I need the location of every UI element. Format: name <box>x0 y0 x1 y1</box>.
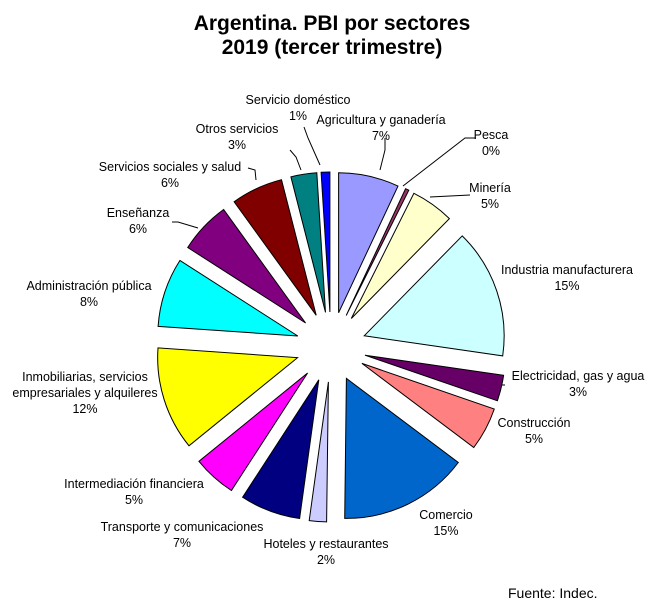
label-intermediacion: Intermediación financiera 5% <box>64 477 204 507</box>
leader-line <box>429 194 471 198</box>
pie-slice-12 <box>187 208 307 324</box>
pie-slice-0 <box>338 172 399 314</box>
pie-slice-5 <box>361 362 495 449</box>
leader-line <box>247 167 257 181</box>
label-inmobiliarias: Inmobiliarias, servicios empresariales y … <box>12 370 158 416</box>
pie-slice-1 <box>345 188 410 316</box>
label-servicios-sociales: Servicios sociales y salud 6% <box>98 160 242 190</box>
pie-slices <box>157 171 505 523</box>
chart-title-line1: Argentina. PBI por sectores <box>193 12 471 35</box>
pie-slice-13 <box>233 179 317 316</box>
pie-slice-8 <box>241 379 320 520</box>
pie-slice-11 <box>157 259 299 337</box>
pie-slice-3 <box>363 235 505 357</box>
label-agricultura: Agricultura y ganadería 7% <box>316 113 446 143</box>
leader-line <box>289 149 302 171</box>
label-construccion: Construcción 5% <box>497 416 571 446</box>
leader-line <box>303 126 321 166</box>
pie-slice-10 <box>157 347 299 447</box>
leader-line <box>172 221 199 229</box>
pie-slice-4 <box>364 354 505 402</box>
label-servicio-domestico: Servicio doméstico 1% <box>245 93 351 123</box>
source-note: Fuente: Indec. <box>508 585 598 601</box>
label-mineria: Minería 5% <box>469 181 511 211</box>
label-comercio: Comercio 15% <box>419 508 473 538</box>
label-electricidad: Electricidad, gas y agua 3% <box>511 369 645 399</box>
label-hoteles: Hoteles y restaurantes 2% <box>263 537 389 567</box>
leader-line <box>402 137 476 187</box>
label-otros-servicios: Otros servicios 3% <box>195 122 279 152</box>
pie-slice-15 <box>320 171 331 313</box>
pie-slice-14 <box>290 172 326 313</box>
pie-slice-9 <box>198 372 309 492</box>
label-pesca: Pesca 0% <box>473 128 509 158</box>
label-ensenanza: Enseñanza 6% <box>106 206 170 236</box>
label-administracion: Administración pública 8% <box>26 279 152 309</box>
leader-lines <box>172 126 505 386</box>
chart-title: Argentina. PBI por sectores 2019 (tercer… <box>0 12 664 60</box>
leader-line <box>379 138 386 171</box>
label-transporte: Transporte y comunicaciones 7% <box>100 520 264 550</box>
chart-title-line2: 2019 (tercer trimestre) <box>221 36 443 59</box>
pie-slice-7 <box>308 381 329 523</box>
label-industria: Industria manufacturera 15% <box>500 263 634 293</box>
pie-slice-6 <box>344 377 460 519</box>
pie-slice-2 <box>350 192 451 319</box>
